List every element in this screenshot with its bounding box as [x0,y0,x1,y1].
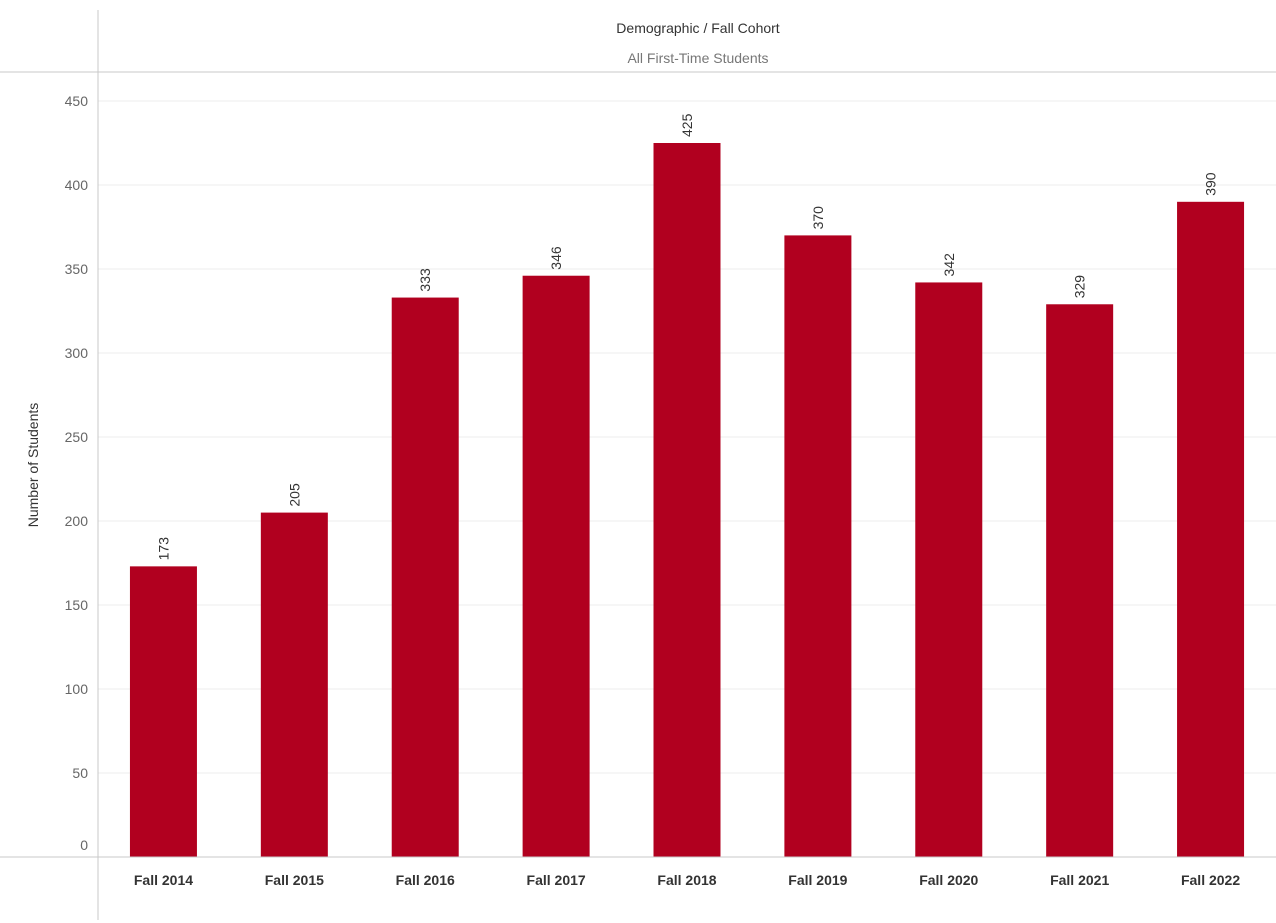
bar [522,275,590,858]
data-label: 425 [679,113,695,137]
bar [915,282,983,857]
data-label: 346 [548,246,564,270]
x-tick-label: Fall 2020 [919,872,978,888]
data-label: 205 [286,483,302,507]
y-tick-label: 100 [65,681,89,697]
y-axis-label: Number of Students [25,403,41,528]
data-label: 173 [155,537,171,561]
x-tick-label: Fall 2019 [788,872,847,888]
y-tick-label: 200 [65,513,89,529]
y-tick-label: 300 [65,345,89,361]
y-tick-label: 150 [65,597,89,613]
y-axis-ticks: 0 50 100 150 200 250 300 350 400 450 [65,93,89,853]
bar [129,566,197,857]
x-axis-ticks: Fall 2014 Fall 2015 Fall 2016 Fall 2017 Fall… [134,872,1240,888]
data-label: 333 [417,268,433,292]
y-tick-label: 0 [80,837,88,853]
y-tick-label: 50 [72,765,88,781]
x-tick-label: Fall 2022 [1181,872,1240,888]
data-labels: 173 205 333 346 425 370 342 329 390 [155,113,1218,560]
x-tick-label: Fall 2015 [265,872,324,888]
bars [129,143,1245,858]
x-tick-label: Fall 2016 [396,872,455,888]
data-label: 390 [1203,172,1219,196]
header-title: Demographic / Fall Cohort [616,20,780,36]
bar [391,297,459,857]
x-tick-label: Fall 2021 [1050,872,1109,888]
bar [1046,304,1114,857]
x-tick-label: Fall 2017 [527,872,586,888]
bar [1177,201,1245,858]
y-tick-label: 350 [65,261,89,277]
y-tick-label: 450 [65,93,89,109]
header-subtitle: All First-Time Students [627,50,768,66]
data-label: 370 [810,206,826,230]
bar [260,512,328,857]
y-tick-label: 400 [65,177,89,193]
data-label: 329 [1072,275,1088,299]
y-tick-label: 250 [65,429,89,445]
bar [784,235,852,857]
x-tick-label: Fall 2014 [134,872,193,888]
data-label: 342 [941,253,957,277]
bar [653,143,721,857]
x-tick-label: Fall 2018 [657,872,716,888]
